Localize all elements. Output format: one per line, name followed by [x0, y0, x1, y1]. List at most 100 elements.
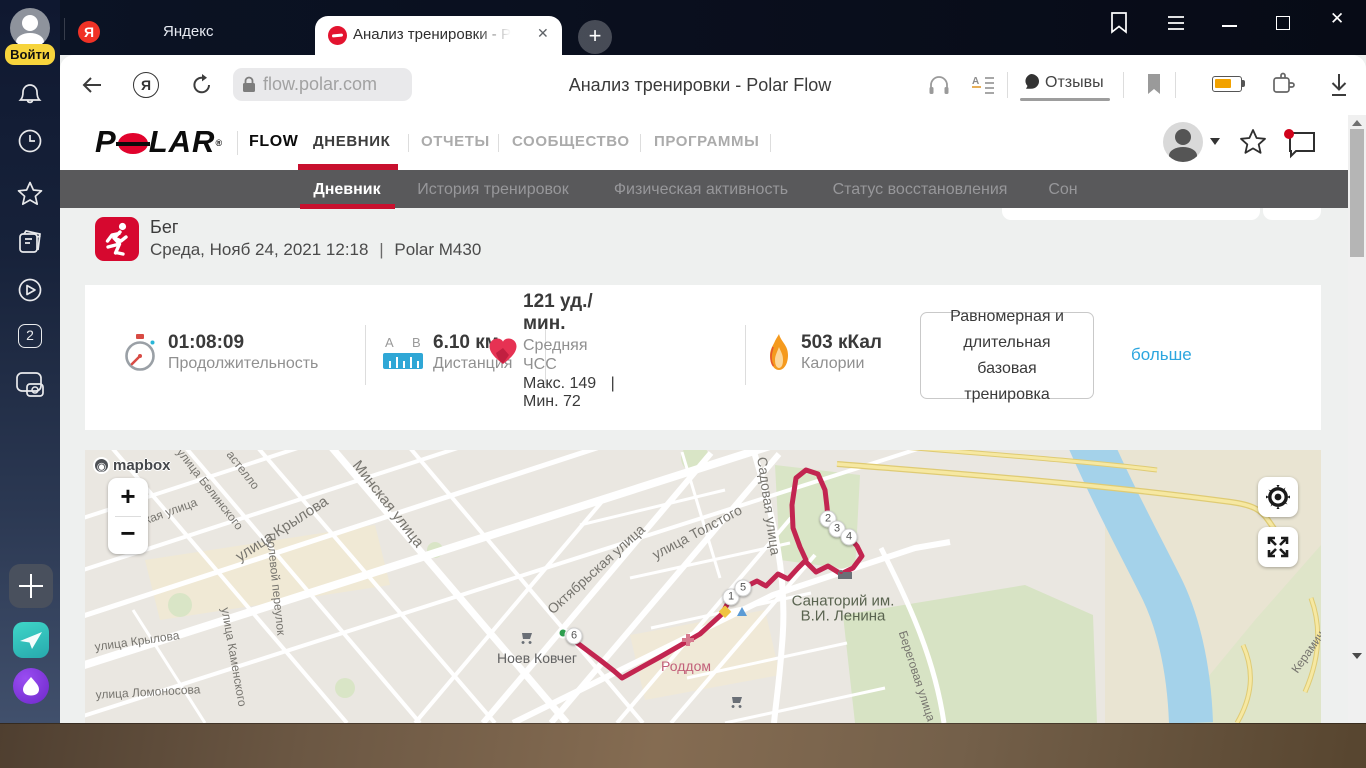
minimize-button[interactable]	[1222, 25, 1237, 27]
distance-label: Дистанция	[433, 355, 513, 372]
map-settings-button[interactable]	[1258, 477, 1298, 517]
calories-label: Калории	[801, 355, 865, 372]
alice-assistant-icon[interactable]	[13, 668, 49, 704]
divider	[1123, 72, 1124, 98]
subnav-diary[interactable]: Дневник	[313, 181, 381, 198]
tab-divider	[64, 18, 65, 40]
url-pill[interactable]: flow.polar.com	[233, 68, 412, 101]
poi-icons	[521, 569, 852, 708]
scroll-down-arrow[interactable]	[1352, 653, 1362, 659]
nav-flow[interactable]: FLOW	[249, 133, 299, 150]
workout-device: Polar M430	[394, 240, 482, 259]
zoom-out-button[interactable]: −	[120, 518, 136, 548]
favorites-star-icon[interactable]	[1238, 127, 1268, 157]
login-button[interactable]: Войти	[5, 44, 55, 65]
subnav-history[interactable]: История тренировок	[417, 181, 569, 198]
new-tab-button[interactable]: +	[578, 20, 612, 54]
bookmarks-star-icon[interactable]	[16, 180, 44, 208]
polar-logo[interactable]: P LAR®	[95, 124, 224, 159]
yandex-home-icon[interactable]: Я	[133, 72, 159, 98]
divider	[1007, 72, 1008, 98]
taskbar: Y A... Рабочий стол Библиотеки user »	[0, 723, 1366, 768]
poi-label: В.И. Ленина	[800, 607, 886, 625]
subnav-recovery[interactable]: Статус восстановления	[832, 181, 1008, 198]
chat-icon[interactable]	[1282, 127, 1318, 159]
browser-sidebar: Войти 2	[0, 0, 60, 723]
subnav-sleep[interactable]: Сон	[1048, 181, 1078, 198]
duration-label: Продолжительность	[168, 355, 319, 372]
collections-icon[interactable]	[17, 229, 43, 255]
tab-yandex[interactable]: Я Яндекс	[70, 15, 300, 55]
page-scrollbar[interactable]	[1348, 115, 1366, 723]
subnav-active-underline	[300, 204, 395, 209]
divider	[1175, 72, 1176, 98]
calories-value: 503 кКал	[801, 332, 882, 353]
tab-label: Анализ тренировки - P	[353, 26, 511, 43]
workout-sport-title: Бег	[150, 217, 179, 237]
gear-icon	[1266, 485, 1290, 509]
distance-value: 6.10 км	[433, 332, 499, 353]
user-avatar[interactable]	[1163, 122, 1203, 162]
workout-date: Среда, Нояб 24, 2021 12:18	[150, 240, 369, 259]
mapbox-logo[interactable]: ◉ mapbox	[93, 457, 171, 474]
scrollbar-thumb[interactable]	[1350, 129, 1364, 257]
scroll-up-arrow[interactable]	[1352, 120, 1362, 126]
add-panel-button[interactable]	[9, 564, 53, 608]
reviews-underline	[1020, 98, 1110, 101]
map-fullscreen-button[interactable]	[1258, 527, 1298, 567]
ruler-icon	[383, 353, 423, 369]
nav-community[interactable]: СООБЩЕСТВО	[512, 133, 630, 150]
map-canvas	[85, 450, 1321, 723]
hr-label-1: Средняя	[523, 337, 588, 354]
screenshot-icon[interactable]	[15, 371, 45, 399]
back-icon[interactable]	[80, 74, 104, 96]
subnav-activity[interactable]: Физическая активность	[613, 181, 789, 198]
more-link[interactable]: больше	[1131, 345, 1192, 364]
poi-label: Роддом	[661, 658, 711, 674]
tab-close-icon[interactable]: ✕	[537, 25, 549, 41]
nav-programs[interactable]: ПРОГРАММЫ	[654, 133, 760, 150]
calories-flame-icon	[770, 334, 788, 370]
close-button[interactable]: ✕	[1330, 9, 1345, 28]
chevron-down-icon[interactable]	[1210, 138, 1220, 145]
nav-active-underline	[298, 164, 398, 170]
nav-reports[interactable]: ОТЧЕТЫ	[421, 133, 490, 150]
bookmark-icon[interactable]	[1146, 73, 1162, 95]
reload-icon[interactable]	[190, 73, 214, 97]
avatar[interactable]	[10, 8, 50, 48]
headphones-icon[interactable]	[928, 75, 950, 95]
yandex-favicon: Я	[78, 21, 100, 43]
video-play-icon[interactable]	[17, 277, 43, 303]
battery-icon[interactable]	[1212, 76, 1245, 92]
km-marker[interactable]: 5	[734, 579, 752, 597]
messenger-icon[interactable]	[13, 622, 49, 658]
maximize-button[interactable]	[1276, 16, 1290, 30]
km-marker[interactable]: 6	[565, 627, 583, 645]
site-header: P LAR® FLOW ДНЕВНИК ОТЧЕТЫ СООБЩЕСТВО ПРО…	[60, 115, 1348, 170]
hr-label-2: ЧСС	[523, 356, 557, 373]
nav-diary[interactable]: ДНЕВНИК	[313, 133, 391, 150]
panel-bookmark-icon[interactable]	[1108, 11, 1130, 35]
download-icon[interactable]	[1328, 72, 1350, 98]
stopwatch-icon	[125, 334, 155, 371]
route-map[interactable]: улица Белинского астелло ская улица улиц…	[85, 450, 1321, 723]
zoom-in-button[interactable]: +	[120, 481, 136, 511]
hr-max: Макс. 149 |	[523, 375, 615, 392]
tab-label: Яндекс	[163, 23, 214, 40]
history-clock-icon[interactable]	[17, 128, 43, 154]
duration-value: 01:08:09	[168, 332, 245, 353]
tab-active[interactable]: Анализ тренировки - P ✕	[315, 16, 562, 55]
site-subnav: Дневник История тренировок Физическая ак…	[60, 170, 1348, 209]
reader-mode-icon[interactable]: A	[972, 75, 994, 95]
km-marker[interactable]: 4	[840, 528, 858, 546]
poi-label: Ноев Ковчег	[497, 650, 577, 666]
menu-icon[interactable]	[1166, 15, 1186, 31]
extensions-icon[interactable]	[1272, 72, 1298, 98]
tab-counter[interactable]: 2	[18, 324, 42, 348]
notifications-bell-icon[interactable]	[17, 82, 43, 108]
reviews-button[interactable]: Отзывы	[1020, 71, 1112, 101]
url-text: flow.polar.com	[263, 74, 378, 94]
separator: |	[379, 240, 384, 259]
browser-tabbar: Я Яндекс Анализ тренировки - P ✕ + ✕	[60, 0, 1366, 55]
